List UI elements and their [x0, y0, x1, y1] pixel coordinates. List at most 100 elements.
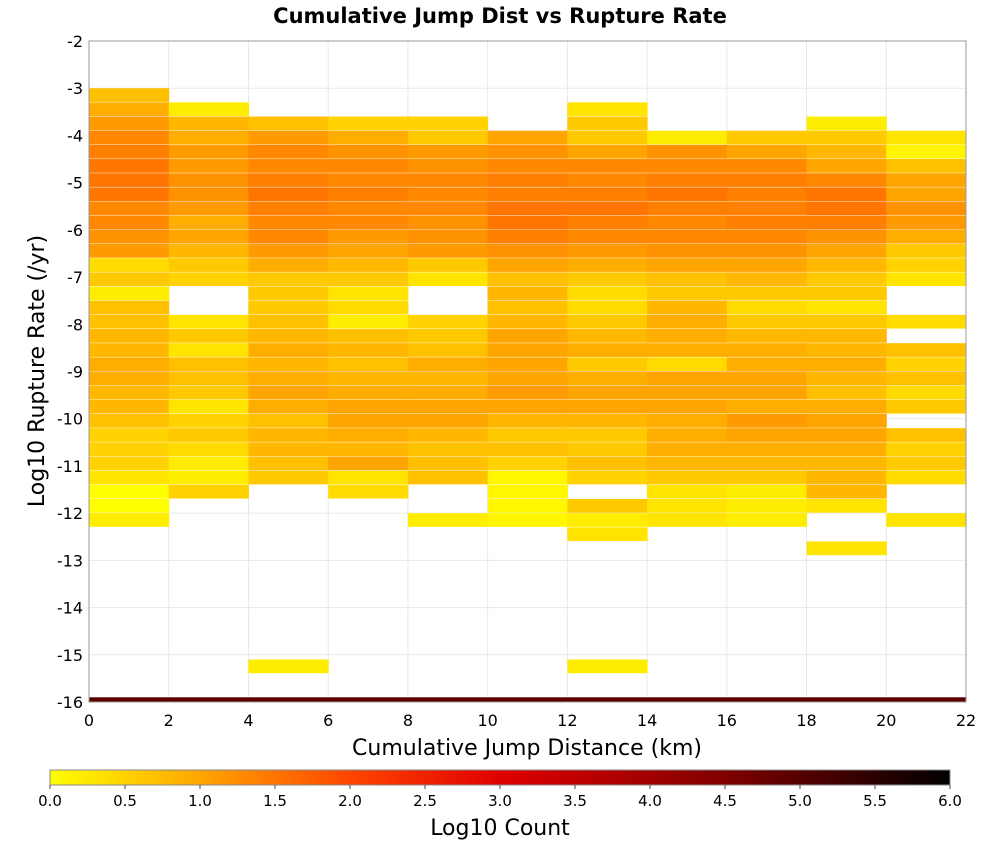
heatmap-cell	[328, 130, 409, 145]
heatmap-cell	[567, 201, 648, 216]
heatmap-cell	[806, 286, 887, 301]
heatmap-cell	[567, 314, 648, 329]
heatmap-cell	[806, 144, 887, 159]
x-tick-labels: 0 2 4 6 8 10 12 14 16 18 20 22	[84, 711, 976, 730]
heatmap-cell	[89, 300, 170, 315]
heatmap-cell	[726, 385, 808, 400]
heatmap-cell	[726, 371, 808, 386]
heatmap-cell	[726, 470, 808, 485]
heatmap-cell	[248, 413, 329, 428]
heatmap-cell	[886, 215, 967, 230]
heatmap-cell	[407, 229, 489, 244]
heatmap-cell	[248, 130, 329, 145]
heatmap-cell	[487, 385, 568, 400]
heatmap-cell	[248, 456, 329, 471]
heatmap-cell	[487, 413, 568, 428]
heatmap-cell	[328, 187, 409, 202]
heatmap-cell	[567, 300, 648, 315]
heatmap-cell	[248, 201, 329, 216]
heatmap-cell	[726, 428, 808, 442]
heatmap-cell	[806, 116, 887, 131]
heatmap-cell	[89, 357, 170, 372]
heatmap-cell	[806, 456, 887, 471]
heatmap-cell	[567, 470, 648, 485]
heatmap-cell	[886, 456, 967, 471]
heatmap-cell	[886, 159, 967, 173]
y-tick-label: -6	[67, 221, 83, 240]
heatmap-cell	[168, 456, 249, 471]
heatmap-cell	[806, 442, 887, 457]
heatmap-cell	[328, 215, 409, 230]
heatmap-cell	[328, 470, 409, 485]
heatmap-cell	[168, 343, 249, 357]
heatmap-cell	[89, 187, 170, 202]
heatmap-cell	[407, 173, 489, 187]
heatmap-cell	[407, 258, 489, 272]
x-tick-label: 16	[717, 711, 737, 730]
heatmap-cell	[487, 343, 568, 357]
heatmap-cell	[806, 385, 887, 400]
heatmap-cell	[168, 442, 249, 457]
heatmap-cell	[168, 130, 249, 145]
heatmap-cell	[647, 343, 728, 357]
colorbar-tick-label: 6.0	[938, 792, 962, 810]
heatmap-cell	[806, 258, 887, 272]
heatmap-cell	[806, 173, 887, 187]
heatmap-cell	[726, 343, 808, 357]
heatmap-cell	[89, 428, 170, 442]
heatmap-cell	[806, 357, 887, 372]
y-tick-label: -3	[67, 79, 83, 98]
heatmap-cell	[248, 399, 329, 414]
heatmap-cell	[328, 229, 409, 244]
heatmap-cell	[248, 371, 329, 386]
heatmap-cell	[567, 272, 648, 287]
heatmap-cell	[248, 659, 329, 674]
heatmap-cell	[886, 229, 967, 244]
y-tick-label: -9	[67, 363, 83, 382]
heatmap-cell	[886, 371, 967, 386]
heatmap-cell	[487, 428, 568, 442]
heatmap-cell	[248, 442, 329, 457]
heatmap-cell	[407, 272, 489, 287]
heatmap-cell	[248, 159, 329, 173]
heatmap-cell	[168, 357, 249, 372]
colorbar-tick-label: 1.0	[188, 792, 212, 810]
heatmap-cell	[567, 442, 648, 457]
heatmap-cell	[567, 413, 648, 428]
heatmap-cell	[168, 159, 249, 173]
y-tick-label: -13	[57, 551, 83, 570]
heatmap-cell	[806, 229, 887, 244]
heatmap-cell	[726, 130, 808, 145]
heatmap-cell	[168, 201, 249, 216]
heatmap-cell	[89, 88, 170, 102]
heatmap-cell	[726, 258, 808, 272]
heatmap-cell	[248, 314, 329, 329]
heatmap-cell	[647, 286, 728, 301]
heatmap-cell	[248, 116, 329, 131]
heatmap-cell	[726, 244, 808, 258]
colorbar-label: Log10 Count	[430, 816, 570, 841]
heatmap-cell	[328, 300, 409, 315]
heatmap-cell	[647, 130, 728, 145]
colorbar-tick-labels: 0.0 0.5 1.0 1.5 2.0 2.5 3.0 3.5 4.0 4.5 5.0 5.5 6.0	[38, 785, 962, 810]
heatmap-cell	[806, 329, 887, 343]
heatmap-cell	[168, 428, 249, 442]
heatmap-cell	[487, 229, 568, 244]
heatmap-cell	[567, 371, 648, 386]
heatmap-cell	[328, 201, 409, 216]
y-tick-label: -16	[57, 693, 83, 712]
x-tick-label: 18	[796, 711, 816, 730]
heatmap-cell	[328, 144, 409, 159]
heatmap-cell	[726, 357, 808, 372]
heatmap-cell	[726, 229, 808, 244]
heatmap-cell	[806, 498, 887, 513]
heatmap-cell	[806, 201, 887, 216]
heatmap-cell	[806, 187, 887, 202]
heatmap-cell	[567, 229, 648, 244]
heatmap-cell	[407, 116, 489, 131]
heatmap-cell	[567, 659, 648, 674]
heatmap-cell	[726, 272, 808, 287]
heatmap-cell	[567, 286, 648, 301]
heatmap-cell	[647, 300, 728, 315]
heatmap-cell	[328, 329, 409, 343]
